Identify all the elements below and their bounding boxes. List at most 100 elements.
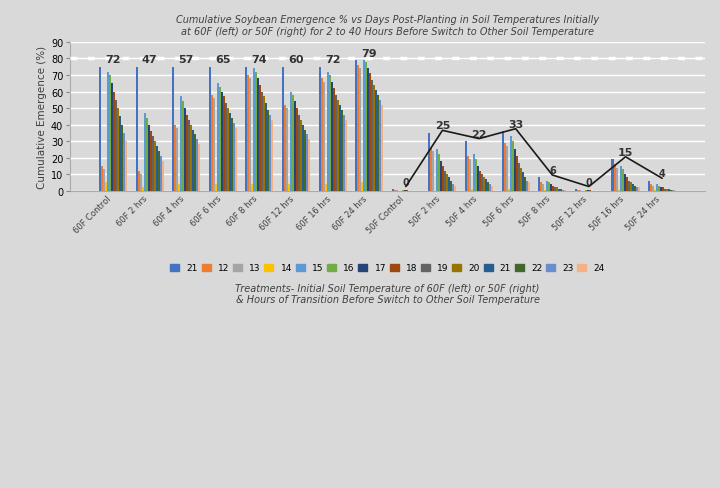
Bar <box>394 190 396 191</box>
Bar <box>111 84 113 191</box>
X-axis label: Treatments- Initial Soil Temperature of 60F (left) or 50F (right)
& Hours of Tra: Treatments- Initial Soil Temperature of … <box>235 283 540 305</box>
Bar <box>502 132 504 191</box>
Bar <box>357 66 359 191</box>
Bar <box>256 73 258 191</box>
Bar <box>523 178 526 191</box>
Bar <box>222 97 225 191</box>
Text: 65: 65 <box>215 55 230 65</box>
Bar <box>528 183 530 191</box>
Bar <box>441 162 443 191</box>
Bar <box>520 168 522 191</box>
Bar <box>451 182 452 191</box>
Bar <box>539 178 540 191</box>
Bar <box>526 182 528 191</box>
Bar <box>467 157 469 191</box>
Bar <box>298 115 300 191</box>
Bar <box>284 105 286 191</box>
Bar <box>271 121 274 191</box>
Bar <box>209 67 211 191</box>
Bar <box>491 186 493 191</box>
Bar <box>198 145 200 191</box>
Bar <box>369 74 372 191</box>
Bar <box>135 67 138 191</box>
Bar <box>113 92 115 191</box>
Bar <box>221 92 222 191</box>
Bar <box>335 96 337 191</box>
Bar <box>172 67 174 191</box>
Bar <box>300 121 302 191</box>
Bar <box>330 82 333 191</box>
Text: 79: 79 <box>361 48 377 59</box>
Bar <box>446 175 449 191</box>
Bar <box>373 86 375 191</box>
Bar <box>231 119 233 191</box>
Bar <box>666 190 668 191</box>
Bar <box>443 166 444 191</box>
Bar <box>302 125 304 191</box>
Bar <box>481 175 483 191</box>
Bar <box>485 180 487 191</box>
Bar <box>196 140 198 191</box>
Bar <box>365 62 367 191</box>
Bar <box>143 114 145 191</box>
Bar <box>264 97 266 191</box>
Title: Cumulative Soybean Emergence % vs Days Post-Planting in Soil Temperatures Initia: Cumulative Soybean Emergence % vs Days P… <box>176 15 599 37</box>
Text: 0: 0 <box>585 177 593 187</box>
Bar <box>465 142 467 191</box>
Bar <box>105 183 107 191</box>
Bar <box>367 69 369 191</box>
Bar <box>634 186 636 191</box>
Text: 33: 33 <box>508 120 523 129</box>
Bar <box>621 170 624 191</box>
Bar <box>372 81 373 191</box>
Bar <box>636 188 637 191</box>
Bar <box>392 190 394 191</box>
Bar <box>215 184 217 191</box>
Bar <box>188 121 190 191</box>
Bar <box>577 190 579 191</box>
Bar <box>140 175 142 191</box>
Bar <box>489 184 491 191</box>
Text: 60: 60 <box>288 55 304 65</box>
Bar <box>611 160 613 191</box>
Bar <box>101 166 103 191</box>
Bar <box>99 67 101 191</box>
Bar <box>246 67 248 191</box>
Bar <box>190 125 192 191</box>
Bar <box>211 96 213 191</box>
Bar <box>575 190 577 191</box>
Bar <box>479 171 481 191</box>
Text: 25: 25 <box>435 121 450 131</box>
Bar <box>562 190 564 191</box>
Bar <box>290 92 292 191</box>
Bar <box>148 125 150 191</box>
Bar <box>431 148 433 191</box>
Bar <box>292 96 294 191</box>
Bar <box>377 96 379 191</box>
Bar <box>337 101 338 191</box>
Bar <box>508 190 510 191</box>
Bar <box>123 134 125 191</box>
Bar <box>184 109 186 191</box>
Legend: 21, 12, 13, 14, 15, 16, 17, 18, 19, 20, 21, 22, 23, 24: 21, 12, 13, 14, 15, 16, 17, 18, 19, 20, … <box>171 264 605 273</box>
Bar <box>648 182 650 191</box>
Bar <box>327 73 328 191</box>
Bar <box>505 147 508 191</box>
Bar <box>469 160 471 191</box>
Bar <box>103 170 105 191</box>
Bar <box>436 150 438 191</box>
Bar <box>473 155 475 191</box>
Bar <box>107 73 109 191</box>
Bar <box>319 67 320 191</box>
Bar <box>142 188 143 191</box>
Bar <box>160 157 161 191</box>
Bar <box>428 134 431 191</box>
Bar <box>249 79 251 191</box>
Bar <box>361 183 363 191</box>
Bar <box>549 183 550 191</box>
Bar <box>510 137 512 191</box>
Bar <box>650 184 652 191</box>
Bar <box>550 184 552 191</box>
Bar <box>557 188 558 191</box>
Bar <box>628 182 629 191</box>
